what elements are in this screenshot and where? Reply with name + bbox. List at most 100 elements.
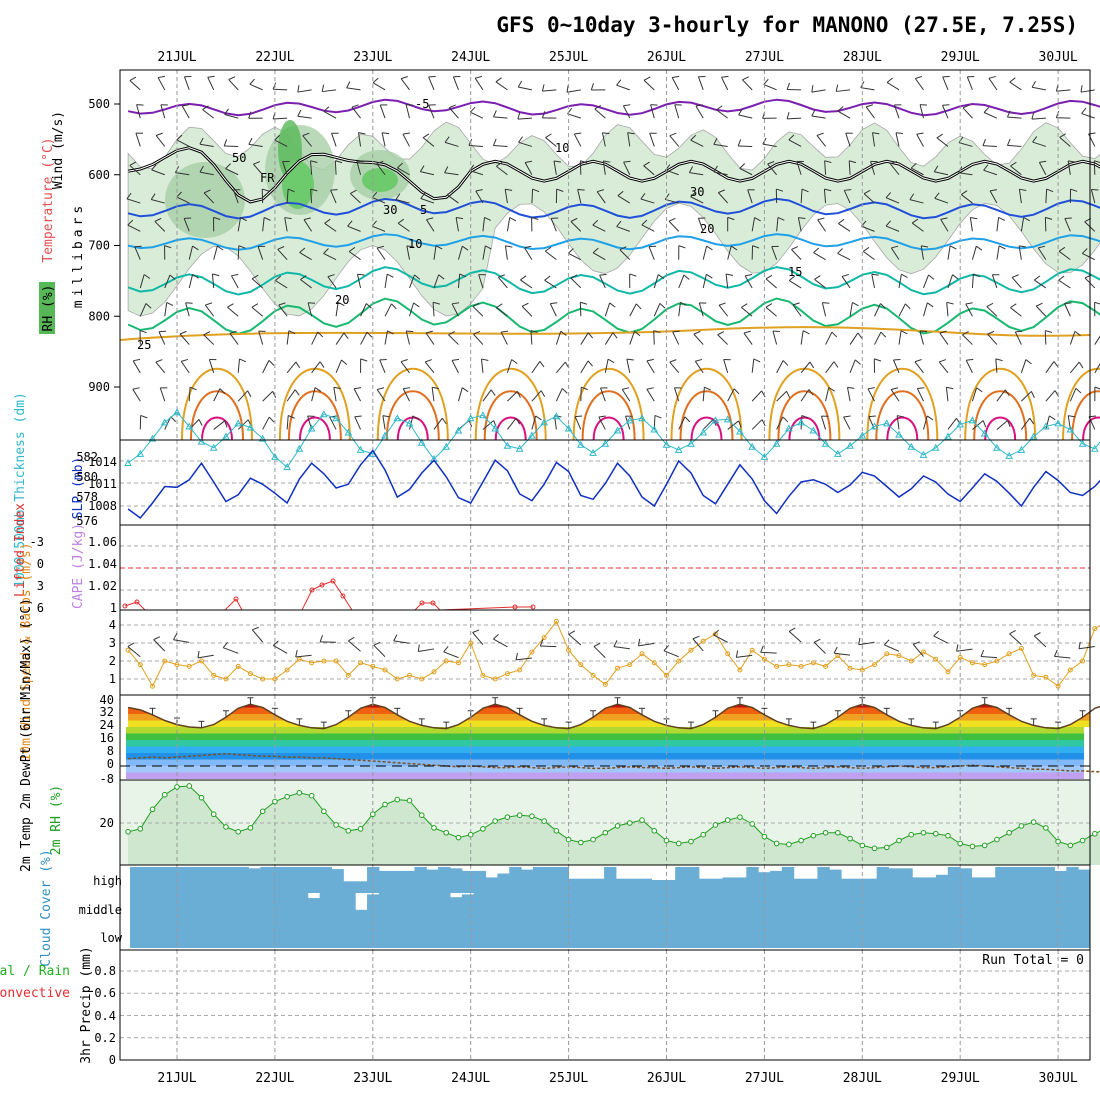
upper-wind-barb-flag: [475, 75, 483, 79]
wind10m-point: [198, 658, 204, 664]
upper-wind-barb-flag: [348, 247, 356, 252]
upper-wind-barb-flag: [387, 330, 394, 335]
upper-wind-barb-flag: [1032, 136, 1038, 143]
upper-wind-barb-flag: [518, 136, 524, 143]
cloud-bar-low: [935, 921, 949, 948]
rh2m-point: [835, 829, 841, 836]
upper-wind-barb-flag: [505, 188, 513, 191]
upper-wind-barb-flag: [302, 132, 310, 137]
upper-wind-barb: [702, 274, 707, 289]
freezing-level-line-inner: [128, 147, 1100, 203]
precip-legend-total: Total / Rain: [0, 964, 70, 979]
upper-wind-barb-flag: [540, 390, 546, 397]
thickness-point: [515, 444, 524, 452]
upper-wind-barb: [909, 199, 924, 204]
upper-wind-barb: [1045, 415, 1050, 430]
upper-wind-barb: [697, 218, 704, 232]
upper-wind-barb: [788, 280, 802, 289]
upper-wind-barb: [867, 388, 875, 402]
upper-wind-barb-flag: [451, 302, 460, 305]
upper-wind-barb: [672, 331, 680, 345]
thickness-point: [601, 439, 610, 447]
wind10m-barb: [760, 651, 777, 654]
temp-tick-label: -8: [100, 772, 114, 786]
upper-wind-barb: [351, 106, 361, 119]
upper-wind-barb-flag: [1011, 274, 1019, 278]
cloud-bar-high: [343, 881, 356, 893]
wind10m-barb: [834, 652, 851, 656]
wind10m-barb: [884, 644, 900, 652]
upper-wind-barb: [520, 279, 533, 289]
upper-air-ytick-label: 500: [88, 97, 110, 111]
cloud-bar-high: [438, 867, 451, 893]
cloud-bar-high: [675, 867, 688, 893]
upper-wind-barb: [211, 273, 215, 288]
cloud-bar-high: [426, 869, 439, 893]
wind10m-point: [480, 672, 486, 678]
upper-wind-barb-flag: [438, 274, 445, 280]
wind10m-ylabel: 10m Wind Speed & Barbs (m/s): [19, 542, 34, 761]
upper-wind-barb-flag: [786, 391, 791, 398]
cloud-bar-low: [343, 921, 356, 948]
upper-wind-barb-flag: [664, 193, 670, 200]
cloud-bar-high: [829, 869, 842, 893]
upper-wind-barb-flag: [541, 111, 546, 119]
thickness-point: [711, 416, 720, 424]
cloud-bar-middle: [604, 893, 617, 921]
upper-wind-barb: [958, 172, 973, 176]
wind10m-point: [749, 647, 755, 653]
upper-wind-barb: [213, 420, 226, 430]
slp-ylabel: SLP (mb): [71, 457, 86, 520]
wind10m-point: [884, 651, 890, 657]
upper-wind-barb-flag: [577, 188, 585, 191]
upper-wind-barb-flag: [490, 389, 496, 396]
surface-contour: [298, 416, 331, 441]
upper-wind-barb: [139, 274, 145, 289]
wind10m-point: [810, 660, 816, 666]
upper-wind-barb: [379, 359, 386, 374]
upper-wind-barb: [570, 221, 582, 232]
upper-wind-barb-flag: [268, 416, 275, 423]
thickness-point: [638, 414, 646, 422]
cloud-bar-middle: [260, 893, 273, 921]
upper-wind-barb-flag: [300, 275, 307, 280]
surface-contour: [376, 367, 449, 441]
wind10m-point: [137, 662, 143, 668]
upper-wind-barb: [135, 132, 141, 147]
cloud-bar-high: [876, 867, 890, 893]
cloud-bar-low: [521, 921, 534, 948]
wind10m-barb-flag: [913, 641, 920, 645]
wind10m-barb: [127, 646, 141, 658]
rh2m-point: [1006, 829, 1012, 836]
rh2m-point: [945, 832, 951, 839]
wind10m-barb: [858, 641, 875, 646]
rh2m-point: [186, 783, 193, 789]
temp-band: [126, 727, 1084, 734]
upper-wind-barb-flag: [594, 104, 602, 110]
wind10m-barb-flag: [515, 652, 518, 661]
rh2m-point: [883, 844, 890, 851]
upper-wind-barb: [402, 388, 410, 402]
cloud-bar-low: [663, 921, 676, 948]
upper-wind-barb: [898, 274, 902, 289]
thickness-point: [356, 445, 365, 453]
upper-wind-barb: [136, 104, 141, 119]
upper-wind-barb: [837, 110, 851, 119]
upper-wind-barb-flag: [566, 85, 569, 93]
upper-wind-barb: [800, 189, 803, 204]
upper-wind-barb: [725, 273, 729, 289]
thickness-point: [870, 422, 879, 430]
upper-wind-barb-flag: [808, 389, 814, 396]
cloud-ylabel: Cloud Cover (%): [39, 849, 54, 966]
isotherm-label: 10: [555, 141, 569, 155]
thickness-point: [320, 410, 328, 418]
rh2m-point: [981, 842, 988, 849]
upper-wind-barb-flag: [272, 391, 277, 398]
upper-wind-barb: [555, 331, 562, 345]
li-tick-label: 0: [37, 557, 44, 571]
wind10m-point: [590, 672, 596, 678]
wind10m-line: [127, 620, 1100, 688]
cloud-bar-low: [900, 921, 913, 948]
upper-wind-barb: [841, 276, 851, 289]
upper-wind-barb: [934, 171, 949, 176]
